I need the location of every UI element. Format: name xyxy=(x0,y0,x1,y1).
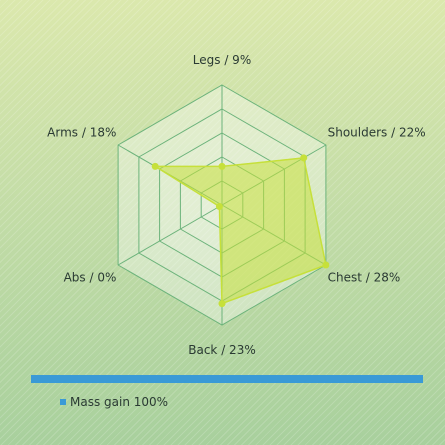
legend-band xyxy=(31,375,423,383)
data-point-4[interactable] xyxy=(215,203,223,210)
radar-series xyxy=(151,154,330,308)
legend-label: Mass gain 100% xyxy=(70,395,169,409)
data-point-3[interactable] xyxy=(218,300,226,308)
data-point-0[interactable] xyxy=(218,162,226,170)
axis-labels: Legs / 9% Shoulders / 22% Chest / 28% Back … xyxy=(47,53,425,357)
axis-label-5: Arms / 18% xyxy=(47,126,116,140)
axis-label-1: Shoulders / 22% xyxy=(328,126,426,140)
axis-label-4: Abs / 0% xyxy=(64,271,117,285)
axis-label-2: Chest / 28% xyxy=(328,271,401,285)
legend[interactable]: Mass gain 100% xyxy=(60,395,168,409)
legend-swatch xyxy=(60,399,66,405)
spoke-4 xyxy=(117,204,223,266)
data-point-1[interactable] xyxy=(300,154,308,162)
axis-label-3: Back / 23% xyxy=(188,343,255,357)
data-point-5[interactable] xyxy=(151,162,159,170)
axis-label-0: Legs / 9% xyxy=(193,53,251,67)
data-point-2[interactable] xyxy=(322,261,330,269)
